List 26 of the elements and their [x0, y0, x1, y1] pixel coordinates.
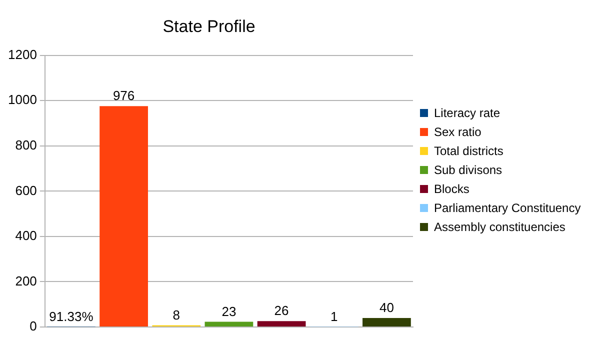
y-tick-label: 0 — [30, 318, 37, 334]
legend-label: Literacy rate — [434, 106, 500, 120]
data-label: 23 — [222, 304, 236, 319]
bar — [204, 322, 254, 326]
legend-label: Parliamentary Constituency — [434, 200, 581, 216]
data-label: 8 — [172, 307, 180, 322]
bar — [100, 106, 148, 326]
chart-title: State Profile — [162, 16, 256, 36]
y-tick-label: 400 — [15, 228, 37, 244]
bar — [257, 321, 306, 326]
legend-label: Sub divisons — [434, 162, 502, 178]
data-label: 91.33% — [49, 308, 94, 324]
y-tick-label: 1000 — [8, 92, 37, 108]
data-label: 1 — [330, 308, 338, 324]
y-tick-label: 1200 — [8, 46, 37, 62]
legend-label: Blocks — [434, 182, 470, 196]
y-tick-label: 800 — [15, 138, 37, 153]
data-label: 26 — [274, 303, 289, 318]
y-tick-label: 200 — [15, 273, 37, 288]
legend-label: Total districts — [434, 144, 504, 158]
legend-label: Sex ratio — [434, 124, 482, 140]
bar — [362, 318, 411, 326]
data-label: 976 — [112, 88, 135, 104]
data-label: 40 — [379, 300, 394, 316]
legend-label: Assembly constituencies — [434, 220, 566, 234]
y-tick-label: 600 — [15, 182, 37, 198]
